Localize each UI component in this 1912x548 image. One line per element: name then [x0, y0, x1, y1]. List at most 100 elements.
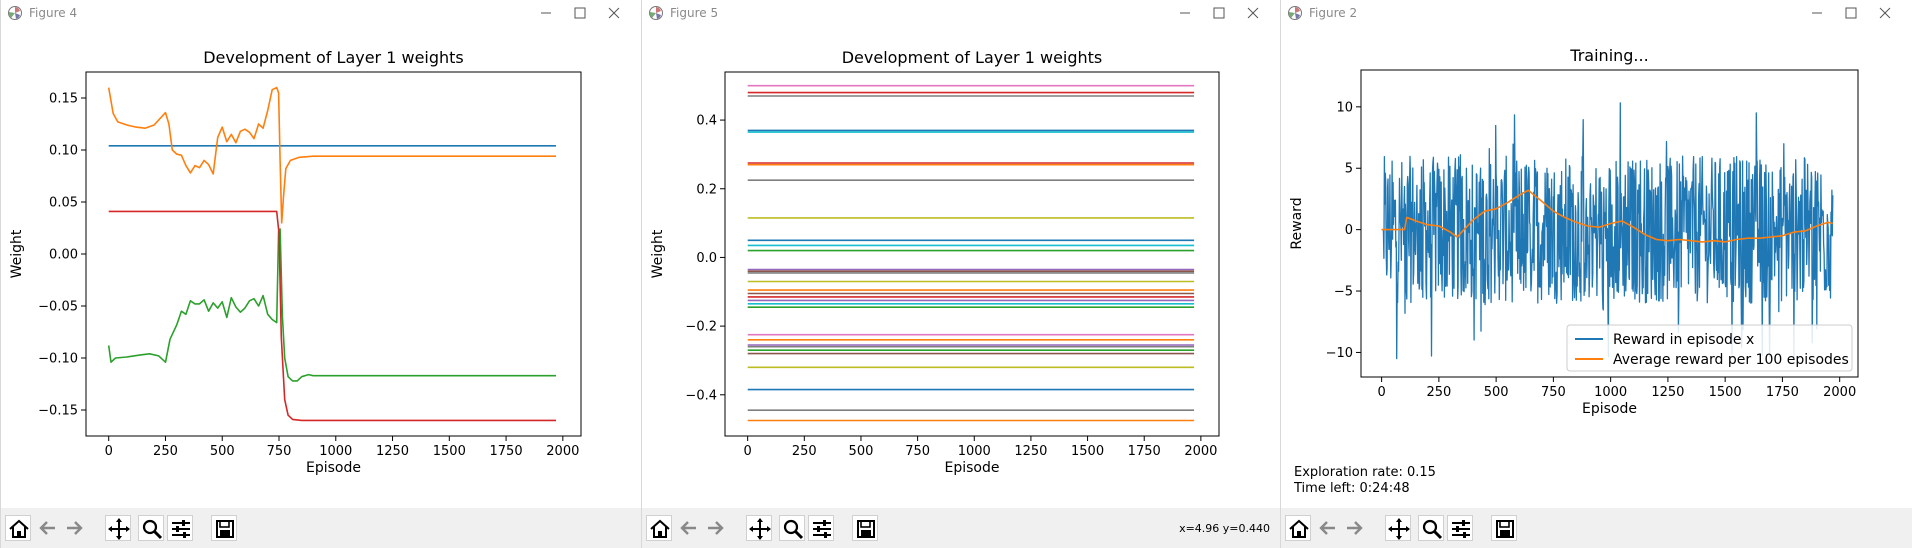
close-icon[interactable]: [599, 2, 629, 24]
y-tick-label: −0.4: [685, 388, 717, 403]
y-tick-label: 5: [1345, 162, 1353, 177]
figure-window-2: Figure 2 Training... 0 250 500 750 1000 1250 15…: [1280, 0, 1912, 548]
minimize-icon[interactable]: [1170, 2, 1200, 24]
pan-button[interactable]: [105, 515, 131, 541]
forward-arrow-icon: [708, 521, 724, 535]
save-icon: [857, 520, 875, 538]
y-tick-label: −0.10: [38, 352, 78, 367]
x-tick-label: 250: [153, 444, 178, 459]
titlebar[interactable]: Figure 4: [1, 0, 641, 26]
series-line-2: [107, 228, 556, 382]
x-tick-label: 750: [905, 444, 930, 459]
x-tick-label: 250: [792, 444, 817, 459]
series-line-1: [1381, 189, 1834, 243]
configure-icon: [813, 520, 831, 538]
configure-button[interactable]: [167, 515, 193, 541]
maximize-icon[interactable]: [1836, 2, 1866, 24]
forward-arrow-button[interactable]: [1341, 515, 1367, 541]
y-tick-label: 0.10: [49, 144, 78, 159]
save-button[interactable]: [852, 515, 878, 541]
x-tick-label: 0: [105, 444, 113, 459]
close-icon[interactable]: [1238, 2, 1268, 24]
series-line-0: [1381, 102, 1834, 361]
x-tick-label: 1000: [958, 444, 991, 459]
window-title: Figure 2: [1309, 6, 1358, 20]
forward-arrow-button[interactable]: [702, 515, 728, 541]
back-arrow-button[interactable]: [676, 515, 702, 541]
legend: Reward in episode x Average reward per 10…: [1566, 324, 1853, 372]
minimize-icon[interactable]: [531, 2, 561, 24]
back-arrow-button[interactable]: [35, 515, 61, 541]
y-tick-label: 0.15: [49, 92, 78, 107]
figure-window-4: Figure 4 Development of Layer 1 weights 0…: [0, 0, 641, 548]
x-tick-label: 1250: [1014, 444, 1047, 459]
x-tick-label: 1500: [1071, 444, 1104, 459]
navigation-toolbar: x=4.96 y=0.440: [642, 508, 1280, 548]
save-button[interactable]: [1491, 515, 1517, 541]
maximize-icon[interactable]: [1204, 2, 1234, 24]
pan-icon: [1388, 518, 1410, 540]
zoom-icon: [1422, 519, 1443, 540]
pan-button[interactable]: [746, 515, 772, 541]
save-button[interactable]: [211, 515, 237, 541]
chart-figure-4[interactable]: Development of Layer 1 weights 0 250 500 750…: [1, 26, 642, 508]
plot-area: [107, 86, 556, 422]
series-line-1: [107, 86, 556, 224]
chart-figure-5[interactable]: Development of Layer 1 weights 0 250 500 750…: [642, 26, 1281, 508]
minimize-icon[interactable]: [1802, 2, 1832, 24]
x-tick-label: 0: [1377, 385, 1385, 400]
y-tick-label: −0.15: [38, 404, 78, 419]
x-tick-label: 500: [1484, 385, 1509, 400]
forward-arrow-button[interactable]: [61, 515, 87, 541]
y-tick-label: −5: [1334, 285, 1353, 300]
titlebar[interactable]: Figure 5: [642, 0, 1280, 26]
home-button[interactable]: [1285, 515, 1311, 541]
matplotlib-app-icon: [8, 6, 22, 20]
x-tick-label: 1750: [1766, 385, 1799, 400]
forward-arrow-icon: [67, 521, 83, 535]
window-title: Figure 5: [670, 6, 719, 20]
x-axis-label: Episode: [945, 460, 1000, 476]
close-icon[interactable]: [1870, 2, 1900, 24]
x-axis-label: Episode: [1582, 401, 1637, 417]
configure-button[interactable]: [1447, 515, 1473, 541]
pan-icon: [749, 518, 771, 540]
axes-frame: [1360, 69, 1859, 378]
plot-area: [1381, 102, 1834, 361]
x-tick-label: 1250: [1651, 385, 1684, 400]
chart-figure-2[interactable]: Training... 0 250 500 750 1000 1250 1500 1750 200…: [1281, 26, 1912, 508]
configure-button[interactable]: [808, 515, 834, 541]
legend-label: Reward in episode x: [1613, 332, 1754, 348]
x-tick-label: 500: [210, 444, 235, 459]
home-button[interactable]: [5, 515, 31, 541]
zoom-button[interactable]: [138, 515, 164, 541]
x-tick-label: 1500: [433, 444, 466, 459]
window-title: Figure 4: [29, 6, 78, 20]
legend-label: Average reward per 100 episodes: [1613, 352, 1849, 368]
home-button[interactable]: [646, 515, 672, 541]
matplotlib-app-icon: [649, 6, 663, 20]
x-tick-label: 1500: [1709, 385, 1742, 400]
x-tick-label: 2000: [1823, 385, 1856, 400]
y-tick-label: 10: [1336, 100, 1353, 115]
matplotlib-app-icon: [1288, 6, 1302, 20]
axes-frame: [85, 71, 582, 437]
titlebar[interactable]: Figure 2: [1281, 0, 1912, 26]
x-tick-label: 1750: [490, 444, 523, 459]
zoom-button[interactable]: [1418, 515, 1444, 541]
navigation-toolbar: [1, 508, 641, 548]
chart-title: Training...: [1569, 46, 1648, 65]
navigation-toolbar: [1281, 508, 1912, 548]
zoom-button[interactable]: [779, 515, 805, 541]
x-tick-label: 1750: [1128, 444, 1161, 459]
y-tick-label: 0.05: [49, 196, 78, 211]
y-tick-label: 0.00: [49, 248, 78, 263]
y-axis-label: Weight: [650, 229, 666, 278]
configure-icon: [1452, 520, 1470, 538]
pan-button[interactable]: [1385, 515, 1411, 541]
maximize-icon[interactable]: [565, 2, 595, 24]
axes-frame: [724, 71, 1220, 437]
back-arrow-button[interactable]: [1315, 515, 1341, 541]
y-tick-label: 0: [1345, 223, 1353, 238]
home-icon: [1289, 519, 1309, 538]
